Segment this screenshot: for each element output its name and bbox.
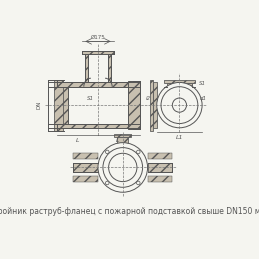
Bar bbox=[164, 80, 195, 83]
Bar bbox=[153, 82, 157, 128]
Circle shape bbox=[136, 150, 140, 154]
Circle shape bbox=[98, 143, 148, 192]
Circle shape bbox=[136, 181, 140, 185]
Text: Тройник раструб-фланец с пожарной подставкой свыше DN150 мм: Тройник раструб-фланец с пожарной подста… bbox=[0, 207, 259, 216]
Circle shape bbox=[103, 148, 143, 187]
Circle shape bbox=[161, 87, 198, 124]
Bar bbox=[148, 153, 172, 159]
Bar bbox=[82, 51, 113, 54]
Circle shape bbox=[157, 82, 202, 128]
Circle shape bbox=[105, 181, 109, 185]
Bar bbox=[150, 80, 153, 131]
Text: L1: L1 bbox=[176, 135, 183, 140]
Bar bbox=[117, 137, 128, 143]
Text: L: L bbox=[76, 138, 79, 143]
Text: L: L bbox=[116, 138, 120, 143]
Bar bbox=[54, 80, 63, 131]
Bar bbox=[57, 124, 139, 128]
Text: l2: l2 bbox=[146, 96, 151, 100]
Text: DN: DN bbox=[36, 101, 41, 109]
Bar bbox=[108, 54, 111, 82]
Text: d1: d1 bbox=[199, 96, 206, 100]
Bar bbox=[128, 81, 140, 129]
Text: S1: S1 bbox=[199, 81, 206, 86]
Bar bbox=[85, 54, 88, 82]
Bar bbox=[57, 82, 68, 128]
Text: Ø175: Ø175 bbox=[91, 35, 105, 40]
Circle shape bbox=[105, 150, 109, 154]
Bar bbox=[114, 134, 131, 137]
Circle shape bbox=[172, 98, 186, 112]
Bar bbox=[148, 176, 172, 182]
Text: S1: S1 bbox=[87, 96, 94, 100]
Bar bbox=[148, 163, 172, 172]
Bar bbox=[73, 176, 98, 182]
Circle shape bbox=[109, 153, 137, 182]
Bar bbox=[167, 83, 192, 87]
Bar bbox=[73, 153, 98, 159]
Bar bbox=[73, 163, 98, 172]
Bar bbox=[57, 82, 139, 87]
